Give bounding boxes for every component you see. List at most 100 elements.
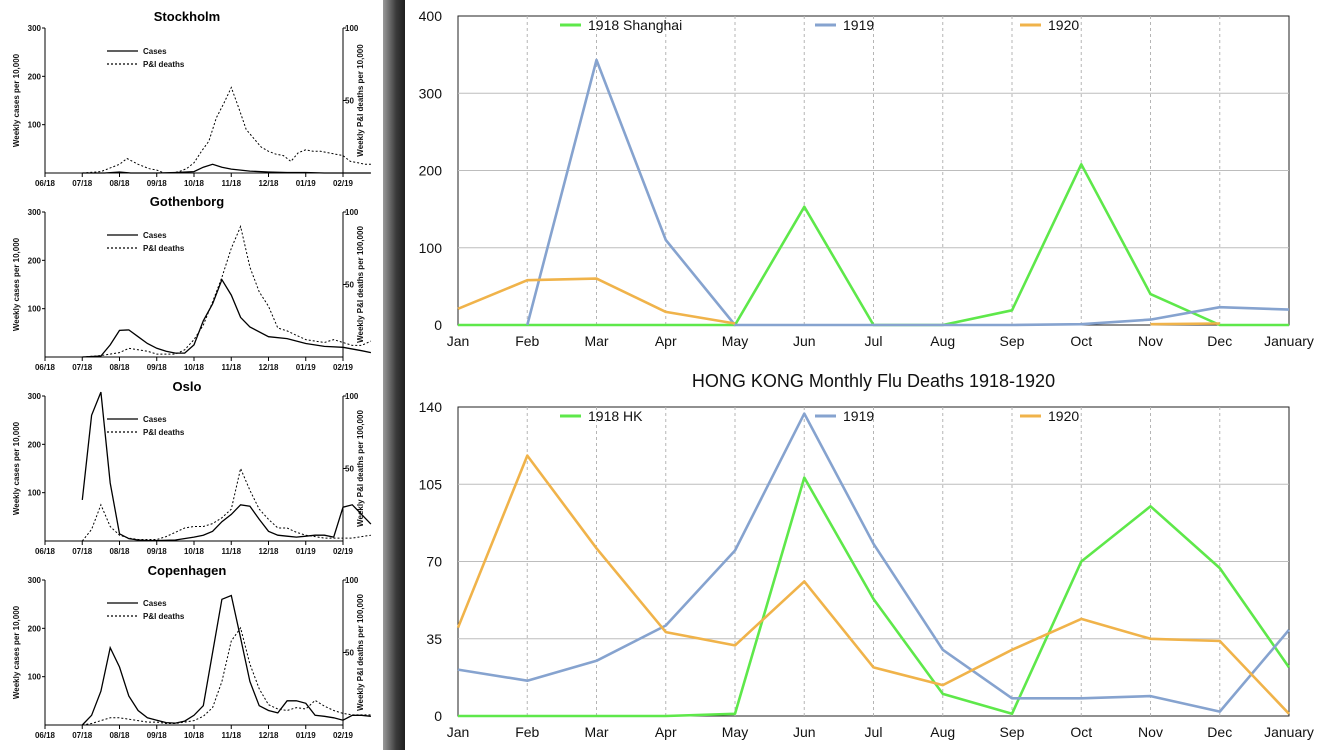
y-tick-label: 100 xyxy=(419,240,443,256)
y-tick-label: 105 xyxy=(419,476,443,492)
deaths-series-line xyxy=(82,626,371,726)
x-tick-label: 10/18 xyxy=(184,363,205,372)
city-chart-title: Oslo xyxy=(173,379,202,394)
right-y-axis-label: Weekly P&I deaths per 10,000 xyxy=(356,44,365,157)
x-tick-label: Jul xyxy=(865,333,883,349)
city-chart-title: Copenhagen xyxy=(148,563,227,578)
right-y-axis-label: Weekly P&I deaths per 100,000 xyxy=(356,226,365,343)
x-tick-label: 06/18 xyxy=(35,731,56,740)
right-y-tick-label: 50 xyxy=(345,649,354,658)
x-tick-label: Sep xyxy=(1000,333,1025,349)
nordic-city-charts: Stockholm 06/18 07/18 08/18 09/18 10/18 11/18 1… xyxy=(12,9,372,740)
left-y-tick-label: 100 xyxy=(28,305,42,314)
x-tick-label: 06/18 xyxy=(35,179,56,188)
x-tick-label: Dec xyxy=(1207,724,1232,740)
right-y-axis-label: Weekly P&I deaths per 100,000 xyxy=(356,594,365,711)
right-y-tick-label: 50 xyxy=(345,281,354,290)
left-y-tick-label: 200 xyxy=(28,72,42,81)
city-chart-title: Gothenborg xyxy=(150,194,224,209)
x-tick-label: 01/19 xyxy=(296,363,317,372)
x-tick-label: 12/18 xyxy=(258,179,279,188)
right-y-tick-label: 100 xyxy=(345,24,359,33)
monthly-flu-charts: 0 100 200 300 400 Jan Feb Mar Apr May Jun Jul Aug Sep… xyxy=(419,8,1314,740)
series-line-1918-hk xyxy=(458,476,1291,718)
legend-label: 1919 xyxy=(843,408,874,424)
x-tick-label: Mar xyxy=(584,724,608,740)
legend-label: 1918 Shanghai xyxy=(588,17,682,33)
legend-label: 1918 HK xyxy=(588,408,643,424)
legend-label: 1920 xyxy=(1048,408,1079,424)
x-tick-label: 08/18 xyxy=(109,179,130,188)
x-tick-label: Feb xyxy=(515,333,539,349)
x-tick-label: Mar xyxy=(584,333,608,349)
right-y-axis-label: Weekly P&I deaths per 100,000 xyxy=(356,410,365,527)
nordic-city-charts-panel: Stockholm 06/18 07/18 08/18 09/18 10/18 11/18 1… xyxy=(0,0,383,750)
series-line-1920 xyxy=(457,277,736,325)
monthly-chart-title: HONG KONG Monthly Flu Deaths 1918-1920 xyxy=(692,371,1055,391)
legend-label: 1920 xyxy=(1048,17,1079,33)
monthly-chart-1: HONG KONG Monthly Flu Deaths 1918-1920 0 3… xyxy=(419,371,1314,740)
left-y-axis-label: Weekly cases per 10,000 xyxy=(12,53,21,147)
x-tick-label: Jun xyxy=(793,724,816,740)
x-tick-label: January xyxy=(1264,333,1314,349)
x-tick-label: Aug xyxy=(930,724,955,740)
deaths-series-line xyxy=(82,86,371,174)
x-tick-label: 02/19 xyxy=(333,179,354,188)
y-tick-label: 70 xyxy=(426,554,442,570)
x-tick-label: 09/18 xyxy=(147,363,168,372)
x-tick-label: 11/18 xyxy=(221,547,241,556)
left-y-tick-label: 100 xyxy=(28,121,42,130)
left-y-tick-label: 200 xyxy=(28,256,42,265)
left-y-tick-label: 100 xyxy=(28,489,42,498)
legend-label: P&I deaths xyxy=(143,244,185,253)
legend-label: Cases xyxy=(143,415,167,424)
y-tick-label: 300 xyxy=(419,85,443,101)
x-tick-label: 02/19 xyxy=(333,731,354,740)
city-chart-0: Stockholm 06/18 07/18 08/18 09/18 10/18 11/18 1… xyxy=(12,9,371,188)
y-tick-label: 140 xyxy=(419,399,443,415)
x-tick-label: Feb xyxy=(515,724,539,740)
x-tick-label: 12/18 xyxy=(258,547,279,556)
left-y-tick-label: 200 xyxy=(28,624,42,633)
x-tick-label: 10/18 xyxy=(184,547,205,556)
monthly-flu-charts-panel: 0 100 200 300 400 Jan Feb Mar Apr May Jun Jul Aug Sep… xyxy=(405,0,1324,750)
city-chart-3: Copenhagen 06/18 07/18 08/18 09/18 10/18 11/18… xyxy=(12,563,371,740)
x-tick-label: 10/18 xyxy=(184,179,205,188)
x-tick-label: 09/18 xyxy=(147,731,168,740)
x-tick-label: Jan xyxy=(447,724,470,740)
right-y-tick-label: 100 xyxy=(345,208,359,217)
x-tick-label: 07/18 xyxy=(72,363,93,372)
x-tick-label: 06/18 xyxy=(35,547,56,556)
panel-divider xyxy=(383,0,405,750)
x-tick-label: Nov xyxy=(1138,333,1163,349)
y-tick-label: 35 xyxy=(426,631,442,647)
x-tick-label: 02/19 xyxy=(333,363,354,372)
x-tick-label: Dec xyxy=(1207,333,1232,349)
series-line-1919 xyxy=(457,412,1290,713)
legend-label: Cases xyxy=(143,47,167,56)
x-tick-label: 06/18 xyxy=(35,363,56,372)
x-tick-label: 08/18 xyxy=(109,363,130,372)
x-tick-label: May xyxy=(722,724,748,740)
x-tick-label: Apr xyxy=(655,724,677,740)
x-tick-label: Aug xyxy=(930,333,955,349)
x-tick-label: Nov xyxy=(1138,724,1163,740)
legend-label: Cases xyxy=(143,231,167,240)
right-y-tick-label: 100 xyxy=(345,576,359,585)
x-tick-label: 12/18 xyxy=(258,363,279,372)
deaths-series-line xyxy=(82,224,372,358)
right-y-tick-label: 100 xyxy=(345,392,359,401)
x-tick-label: 09/18 xyxy=(147,179,168,188)
legend-label: P&I deaths xyxy=(143,612,185,621)
x-tick-label: 11/18 xyxy=(221,363,241,372)
x-tick-label: 01/19 xyxy=(296,179,317,188)
x-tick-label: 11/18 xyxy=(221,731,241,740)
x-tick-label: 07/18 xyxy=(72,547,93,556)
city-chart-2: Oslo 06/18 07/18 08/18 09/18 10/18 11/18 12/18 0… xyxy=(12,379,372,556)
x-tick-label: 11/18 xyxy=(221,179,241,188)
x-tick-label: Oct xyxy=(1070,333,1092,349)
right-y-tick-label: 50 xyxy=(345,97,354,106)
series-line-1920 xyxy=(456,454,1290,715)
city-chart-1: Gothenborg 06/18 07/18 08/18 09/18 10/18 11/18… xyxy=(12,194,372,372)
y-tick-label: 200 xyxy=(419,163,443,179)
